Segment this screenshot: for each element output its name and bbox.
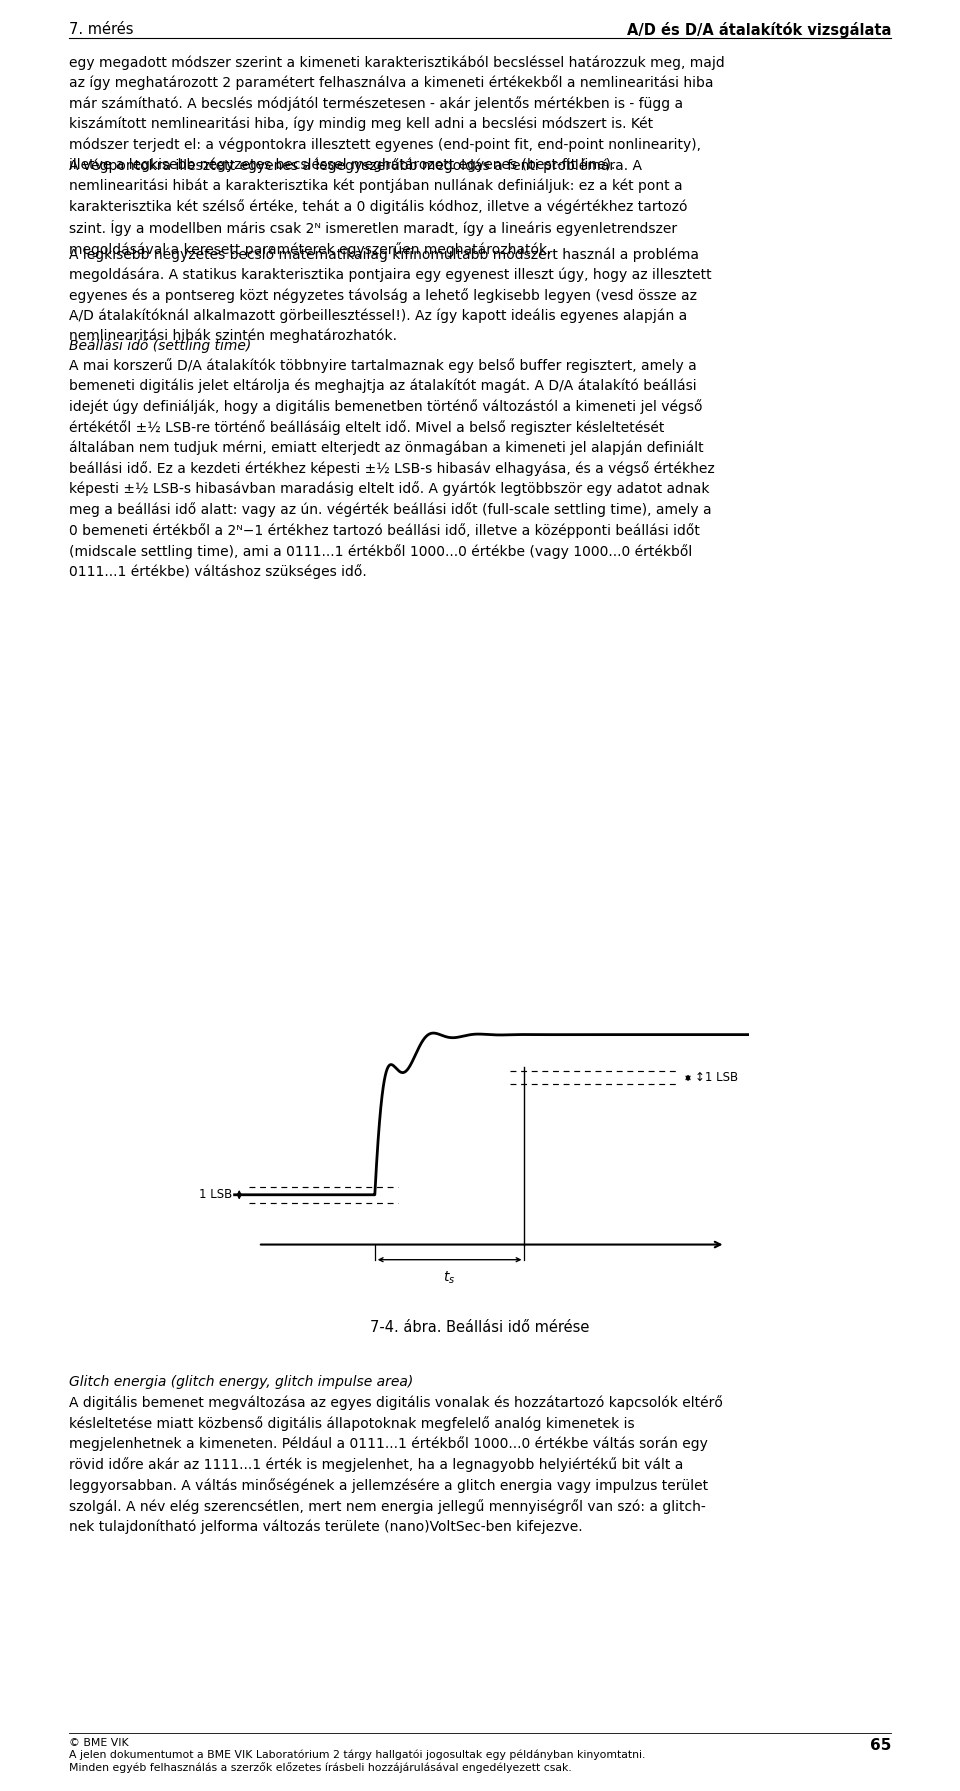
Text: A jelen dokumentumot a BME VIK Laboratórium 2 tárgy hallgatói jogosultak egy pél: A jelen dokumentumot a BME VIK Laboratór… (69, 1750, 645, 1761)
Text: A/D és D/A átalakítók vizsgálata: A/D és D/A átalakítók vizsgálata (627, 21, 891, 38)
Text: Glitch energia (glitch energy, glitch impulse area): Glitch energia (glitch energy, glitch im… (69, 1375, 413, 1390)
Text: © BME VIK: © BME VIK (69, 1737, 129, 1748)
Text: Minden egyéb felhasználás a szerzők előzetes írásbeli hozzájárulásával engedélye: Minden egyéb felhasználás a szerzők előz… (69, 1762, 572, 1773)
Text: 7-4. ábra. Beállási idő mérése: 7-4. ábra. Beállási idő mérése (371, 1320, 589, 1334)
Text: A végpontokra illesztett egyenes a legegyszerűbb megoldás a fenti problémára. A
: A végpontokra illesztett egyenes a legeg… (69, 158, 687, 258)
Text: ↕1 LSB: ↕1 LSB (695, 1071, 738, 1084)
Text: $t_s$: $t_s$ (444, 1270, 456, 1286)
Text: A mai korszerű D/A átalakítók többnyire tartalmaznak egy belső buffer regisztert: A mai korszerű D/A átalakítók többnyire … (69, 358, 715, 580)
Text: A legkisebb négyzetes becslő matematikailag kifinomultabb módszert használ a pro: A legkisebb négyzetes becslő matematikai… (69, 247, 711, 344)
Text: egy megadott módszer szerint a kimeneti karakterisztikából becsléssel határozzuk: egy megadott módszer szerint a kimeneti … (69, 56, 725, 172)
Text: 65: 65 (870, 1737, 891, 1753)
Text: 7. mérés: 7. mérés (69, 21, 133, 38)
Text: A digitális bemenet megváltozása az egyes digitális vonalak és hozzátartozó kapc: A digitális bemenet megváltozása az egye… (69, 1395, 723, 1533)
Text: 1 LSB: 1 LSB (199, 1187, 232, 1202)
Text: Beállási idő (settling time): Beállási idő (settling time) (69, 338, 252, 353)
